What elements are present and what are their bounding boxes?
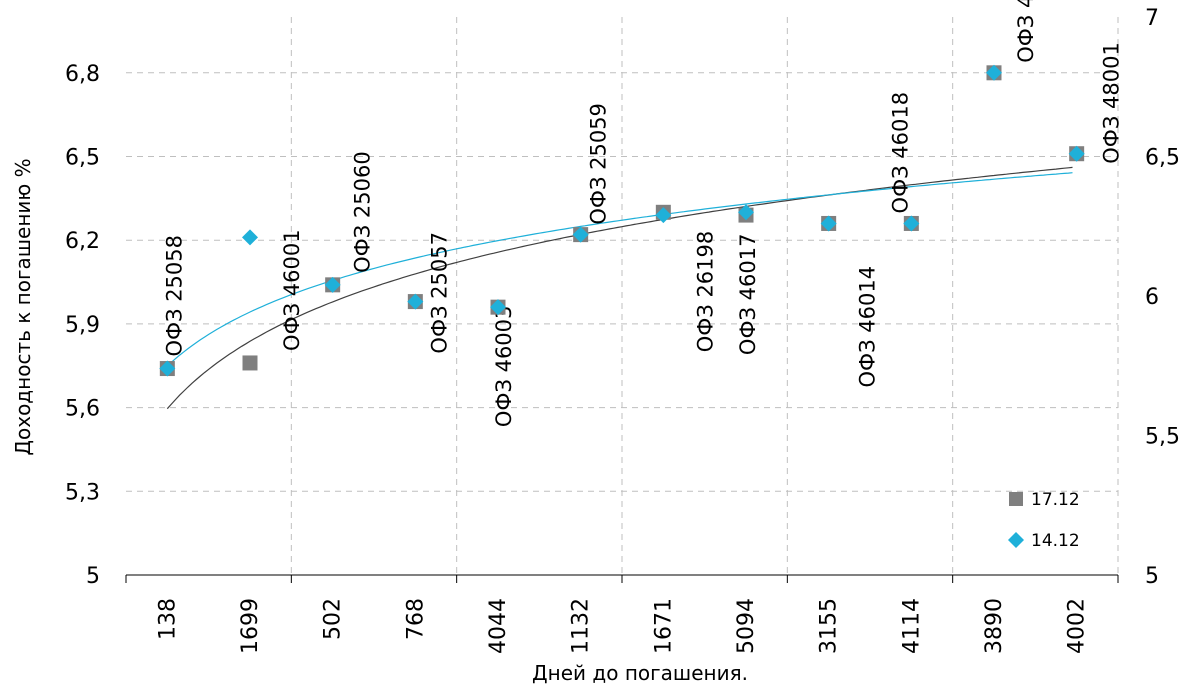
point-14.12 <box>986 64 1002 81</box>
legend-marker-17.12 <box>1009 492 1023 506</box>
y-left-tick-label: 6,8 <box>65 62 100 87</box>
point-14.12 <box>655 207 672 224</box>
point-14.12 <box>490 299 506 316</box>
bond-label: ОФЗ 25057 <box>427 232 451 354</box>
grid <box>126 17 1119 575</box>
x-tick-label: 1671 <box>651 598 676 654</box>
y-right-tick-label: 7 <box>1145 6 1159 31</box>
y-left-tick-label: 5 <box>86 564 100 589</box>
point-14.12 <box>738 204 754 221</box>
bond-label: ОФЗ 46017 <box>736 234 760 356</box>
point-14.12 <box>159 360 176 377</box>
y-right-tick-label: 5 <box>1145 564 1159 589</box>
y-axis-title: Доходность к погашению % <box>11 158 35 455</box>
x-tick-label: 3155 <box>817 598 842 654</box>
x-axis-title: Дней до погашения. <box>532 661 748 685</box>
y-right-tick-label: 6,5 <box>1145 146 1180 171</box>
y-right-tick-label: 5,5 <box>1145 425 1180 450</box>
bond-label: ОФЗ 25058 <box>162 235 186 357</box>
point-14.12 <box>242 229 258 246</box>
axes: 5 5,3 5,6 5,9 6,2 6,5 6,8 5 5,5 6 6,5 7 138 1699 502 76… <box>65 6 1180 654</box>
legend-marker-14.12 <box>1008 532 1024 548</box>
bond-label: ОФЗ 46018 <box>888 92 912 214</box>
point-14.12 <box>324 276 341 293</box>
trendline-17.12 <box>166 166 1073 410</box>
y-left-tick-label: 6,2 <box>65 229 100 254</box>
x-tick-label: 1699 <box>238 598 263 654</box>
y-left-tick-label: 5,9 <box>65 313 100 338</box>
y-left-tick-label: 5,3 <box>65 480 100 505</box>
x-tick-label: 3890 <box>982 598 1007 654</box>
bond-label: ОФЗ 25060 <box>351 151 375 273</box>
annotations: ОФЗ 25058 ОФЗ 46001 ОФЗ 25060 ОФЗ 25057 ОФЗ … <box>162 0 1123 427</box>
point-14.12 <box>1068 145 1085 162</box>
legend-label: 14.12 <box>1031 531 1080 551</box>
y-right-tick-label: 6 <box>1145 285 1159 310</box>
data-points <box>159 64 1085 377</box>
point-14.12 <box>820 215 837 232</box>
trendline-14.12 <box>166 172 1073 367</box>
x-tick-label: 4044 <box>486 598 511 654</box>
bond-label: ОФЗ 46003 <box>492 306 516 428</box>
x-tick-label: 4114 <box>899 598 924 654</box>
bond-label: ОФЗ 25059 <box>587 103 611 225</box>
point-14.12 <box>407 293 424 310</box>
bond-label: ОФЗ 26198 <box>693 231 717 353</box>
legend-label: 17.12 <box>1031 490 1080 510</box>
x-tick-label: 138 <box>155 598 180 640</box>
x-tick-label: 4002 <box>1065 598 1090 654</box>
y-left-tick-label: 5,6 <box>65 397 100 422</box>
bond-label: ОФЗ 46014 <box>856 266 880 388</box>
y-left-tick-label: 6,5 <box>65 146 100 171</box>
x-tick-label: 1132 <box>569 598 594 654</box>
x-tick-label: 5094 <box>734 598 759 654</box>
trendlines <box>166 166 1073 410</box>
bond-label: ОФЗ 46001 <box>280 229 304 351</box>
bond-label: ОФЗ 46020 <box>1014 0 1038 63</box>
point-14.12 <box>903 215 920 232</box>
bond-label: ОФЗ 48001 <box>1100 42 1124 164</box>
x-tick-label: 502 <box>321 598 346 640</box>
point-14.12 <box>572 226 589 243</box>
point-17.12 <box>242 355 258 371</box>
x-tick-label: 768 <box>403 598 428 640</box>
legend: 17.12 14.12 <box>1008 490 1080 551</box>
